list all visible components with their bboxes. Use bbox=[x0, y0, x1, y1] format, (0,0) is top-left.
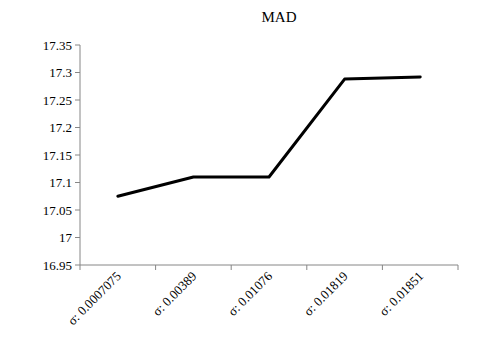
y-tick bbox=[75, 265, 80, 266]
y-tick bbox=[75, 45, 80, 46]
x-tick bbox=[306, 265, 307, 270]
x-tick-label: σ: 0.01819 bbox=[300, 269, 350, 319]
chart: MAD 16.95 17 17.05 17.1 17.15 17.2 17.25 17.3 17.… bbox=[0, 0, 500, 364]
y-tick bbox=[75, 210, 80, 211]
x-tick-label: σ: 0.0007075 bbox=[64, 269, 123, 328]
y-tick-label: 17.2 bbox=[49, 120, 72, 135]
x-tick bbox=[231, 265, 232, 270]
y-tick-label: 17.3 bbox=[49, 65, 72, 80]
x-tick bbox=[382, 265, 383, 270]
y-tick bbox=[75, 155, 80, 156]
plot-area bbox=[118, 77, 420, 196]
y-tick-label: 17.1 bbox=[49, 175, 72, 190]
y-tick-label: 17.25 bbox=[43, 93, 72, 108]
y-tick bbox=[75, 127, 80, 128]
x-tick bbox=[155, 265, 156, 270]
data-line bbox=[118, 77, 420, 196]
x-axis bbox=[80, 265, 458, 266]
y-tick-label: 17.35 bbox=[43, 38, 72, 53]
x-tick bbox=[80, 265, 81, 270]
y-tick-label: 16.95 bbox=[43, 258, 72, 273]
x-tick-label: σ: 0.01076 bbox=[225, 268, 276, 319]
x-tick-label: σ: 0.01851 bbox=[376, 269, 426, 319]
y-tick bbox=[75, 182, 80, 183]
y-tick-label: 17.05 bbox=[43, 203, 72, 218]
y-tick-label: 17.15 bbox=[43, 148, 72, 163]
x-tick-label: σ: 0.00389 bbox=[149, 269, 199, 319]
y-tick bbox=[75, 237, 80, 238]
title: MAD bbox=[261, 9, 296, 25]
x-tick bbox=[458, 265, 459, 270]
y-tick bbox=[75, 72, 80, 73]
y-tick bbox=[75, 100, 80, 101]
y-tick-label: 17 bbox=[59, 230, 73, 245]
